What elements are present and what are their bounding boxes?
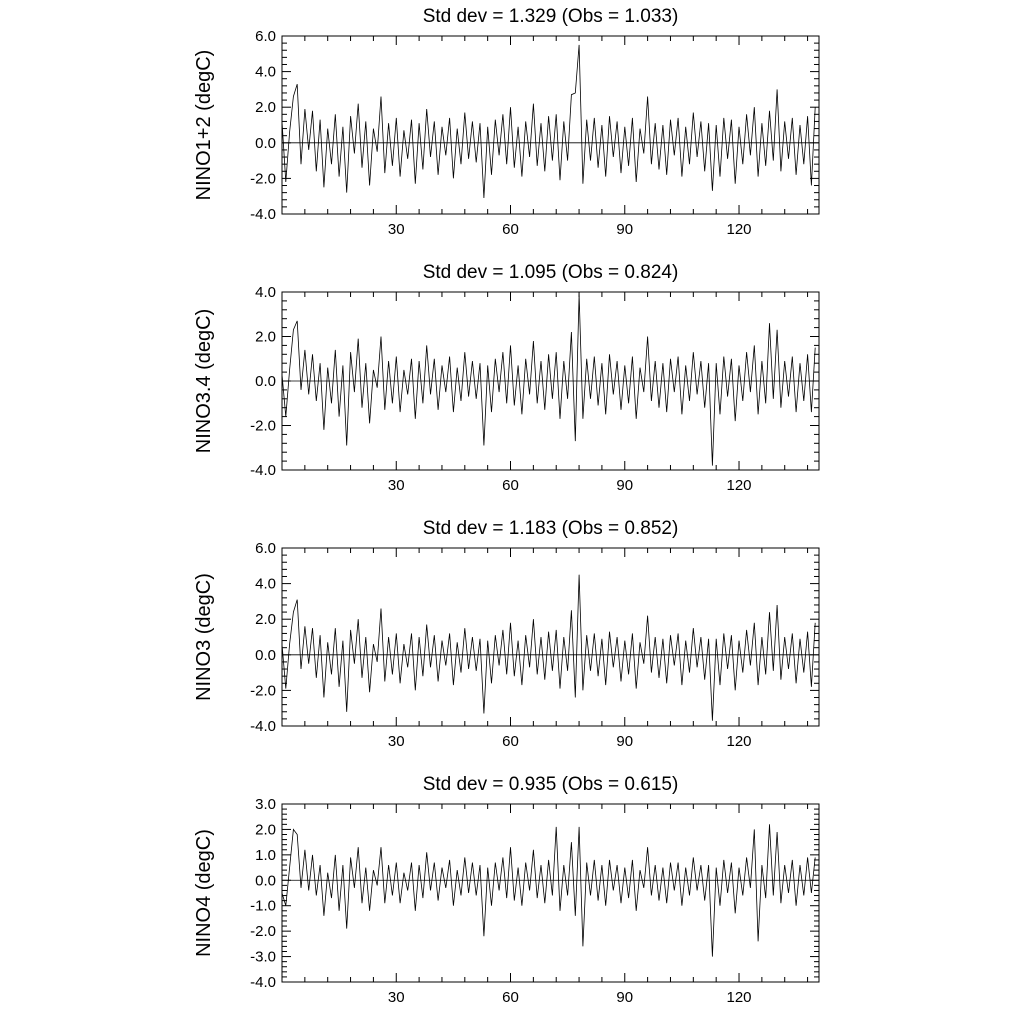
chart-title: Std dev = 0.935 (Obs = 0.615) [423,774,679,795]
y-tick-label: 0.0 [255,135,276,152]
x-tick-label: 30 [388,989,405,1006]
x-tick-label: 120 [727,989,752,1006]
x-tick-label: 30 [388,733,405,750]
chart-panel-0: Std dev = 1.329 (Obs = 1.033) NINO1+2 (de… [193,6,820,238]
x-tick-label: 30 [388,221,405,238]
y-axis-label: NINO3 (degC) [193,573,215,701]
x-tick-label: 60 [502,221,519,238]
plot-frame [281,35,820,215]
y-tick-label: -3.0 [250,949,276,966]
y-tick-label: 2.0 [255,99,276,116]
x-tick-label: 60 [502,989,519,1006]
y-tick-label: -4.0 [250,462,276,479]
series-line [281,44,816,199]
y-tick-label: 0.0 [255,647,276,664]
y-tick-label: 4.0 [255,64,276,81]
series-line [281,574,816,721]
y-tick-label: 4.0 [255,576,276,593]
x-tick-label: 30 [388,477,405,494]
y-tick-label: 3.0 [255,796,276,813]
y-tick-label: -4.0 [250,974,276,991]
series-line [281,824,816,957]
y-tick-label: -4.0 [250,206,276,223]
series-line [281,294,816,466]
y-tick-label: -2.0 [250,418,276,435]
y-tick-label: 0.0 [255,373,276,390]
y-tick-label: -2.0 [250,923,276,940]
y-tick-label: 2.0 [255,611,276,628]
y-tick-label: -2.0 [250,682,276,699]
x-tick-label: 90 [616,221,633,238]
x-tick-label: 90 [616,989,633,1006]
chart-panel-3: Std dev = 0.935 (Obs = 0.615) NINO4 (degC… [193,774,820,1006]
y-axis-label: NINO1+2 (degC) [193,50,215,201]
x-tick-label: 90 [616,733,633,750]
x-tick-label: 120 [727,733,752,750]
plot-frame [281,803,820,983]
y-tick-label: 4.0 [255,284,276,301]
y-tick-label: 2.0 [255,329,276,346]
y-tick-label: -4.0 [250,718,276,735]
y-tick-label: -1.0 [250,898,276,915]
chart-title: Std dev = 1.095 (Obs = 0.824) [423,262,679,283]
y-tick-label: 0.0 [255,872,276,889]
plot-frame [281,547,820,727]
x-tick-label: 90 [616,477,633,494]
y-tick-label: 6.0 [255,540,276,557]
y-axis-label: NINO4 (degC) [193,829,215,957]
y-tick-label: 2.0 [255,821,276,838]
y-tick-label: -2.0 [250,170,276,187]
chart-title: Std dev = 1.329 (Obs = 1.033) [423,6,679,27]
y-tick-label: 1.0 [255,847,276,864]
x-tick-label: 120 [727,477,752,494]
chart-title: Std dev = 1.183 (Obs = 0.852) [423,518,679,539]
y-axis-label: NINO3.4 (degC) [193,309,215,454]
chart-panel-1: Std dev = 1.095 (Obs = 0.824) NINO3.4 (de… [193,262,820,494]
y-tick-label: 6.0 [255,28,276,45]
x-tick-label: 60 [502,733,519,750]
x-tick-label: 120 [727,221,752,238]
chart-panel-2: Std dev = 1.183 (Obs = 0.852) NINO3 (degC… [193,518,820,750]
x-tick-label: 60 [502,477,519,494]
